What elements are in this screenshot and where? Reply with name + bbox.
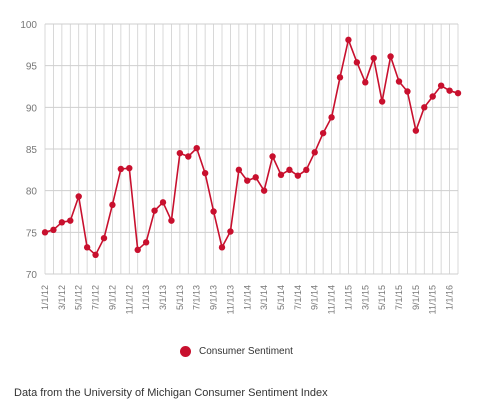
data-point xyxy=(404,88,411,95)
data-point xyxy=(218,244,226,251)
series-line xyxy=(44,38,459,256)
data-point xyxy=(260,187,268,194)
data-point xyxy=(446,87,453,94)
data-point xyxy=(50,226,57,234)
x-axis-ticks: 1/1/12 3/1/12 5/1/12 7/1/12 9/1/12 11/1/12 1/1… xyxy=(40,285,455,314)
data-point xyxy=(387,53,394,60)
data-point xyxy=(286,166,293,174)
legend: Consumer Sentiment xyxy=(180,346,293,357)
x-tick-label: 7/1/13 xyxy=(192,285,202,310)
x-tick-label: 3/1/14 xyxy=(259,285,269,310)
x-tick-label: 1/1/12 xyxy=(40,285,50,310)
line-chart: 70 75 80 85 90 95 100 1/1/12 3/1/12 5/1/12 7/1/12… xyxy=(20,20,462,314)
data-point xyxy=(41,229,49,236)
data-point xyxy=(83,244,91,251)
y-axis-ticks: 70 75 80 85 90 95 100 xyxy=(20,20,37,281)
x-tick-label: 5/1/14 xyxy=(276,285,286,310)
data-point xyxy=(353,59,361,66)
x-tick-label: 7/1/12 xyxy=(91,285,101,310)
data-point xyxy=(159,199,167,206)
data-point xyxy=(176,149,184,157)
data-point xyxy=(235,166,243,174)
data-point xyxy=(75,193,82,200)
data-point xyxy=(244,177,251,184)
x-tick-label: 1/1/13 xyxy=(141,285,151,310)
data-point xyxy=(92,251,99,259)
data-point xyxy=(193,144,200,152)
x-tick-label: 5/1/12 xyxy=(74,285,84,310)
y-tick-label: 70 xyxy=(26,270,38,281)
x-tick-label: 9/1/14 xyxy=(310,285,320,310)
y-tick-label: 85 xyxy=(26,145,38,156)
data-point xyxy=(58,219,66,226)
x-tick-label: 11/1/13 xyxy=(225,285,235,314)
y-tick-label: 100 xyxy=(20,20,37,31)
data-point xyxy=(252,174,259,181)
x-tick-label: 7/1/15 xyxy=(394,285,404,310)
x-tick-label: 11/1/14 xyxy=(327,285,337,314)
x-tick-label: 1/1/14 xyxy=(242,285,252,310)
data-point xyxy=(126,164,133,172)
gridlines xyxy=(44,23,459,275)
y-tick-label: 95 xyxy=(26,62,38,73)
y-tick-label: 75 xyxy=(26,228,38,239)
data-point xyxy=(421,104,428,111)
data-point xyxy=(109,201,116,209)
x-tick-label: 3/1/13 xyxy=(158,285,168,310)
data-point xyxy=(151,207,158,214)
series-consumer-sentiment xyxy=(41,36,462,259)
source-note: Data from the University of Michigan Con… xyxy=(14,387,328,399)
data-point xyxy=(294,172,302,179)
data-point xyxy=(362,79,369,86)
data-point xyxy=(227,228,234,235)
data-point xyxy=(328,114,335,121)
x-tick-label: 1/1/15 xyxy=(343,285,353,310)
data-point xyxy=(429,93,436,100)
data-point xyxy=(395,78,403,85)
data-point xyxy=(412,127,420,134)
x-tick-label: 9/1/15 xyxy=(411,285,421,310)
legend-marker xyxy=(180,346,191,357)
x-tick-label: 1/1/16 xyxy=(445,285,455,310)
data-point xyxy=(185,153,192,160)
data-point xyxy=(201,169,209,177)
data-point xyxy=(336,74,344,81)
x-tick-label: 5/1/15 xyxy=(377,285,387,310)
data-point xyxy=(311,149,318,156)
x-tick-label: 5/1/13 xyxy=(175,285,185,310)
data-point xyxy=(67,217,74,224)
x-tick-label: 3/1/15 xyxy=(360,285,370,310)
data-point xyxy=(210,208,217,215)
x-tick-label: 9/1/13 xyxy=(209,285,219,310)
data-point xyxy=(345,36,352,44)
data-point xyxy=(134,246,141,254)
legend-label: Consumer Sentiment xyxy=(199,346,293,357)
x-tick-label: 7/1/14 xyxy=(293,285,303,310)
data-point xyxy=(277,171,285,179)
data-point xyxy=(454,89,462,97)
x-tick-label: 11/1/12 xyxy=(124,285,134,314)
data-point xyxy=(100,234,108,242)
data-point xyxy=(378,98,386,105)
y-tick-label: 80 xyxy=(26,187,38,198)
data-point xyxy=(319,129,327,137)
data-point xyxy=(168,217,175,224)
x-tick-label: 3/1/12 xyxy=(57,285,67,310)
x-tick-label: 11/1/15 xyxy=(428,285,438,314)
data-point xyxy=(269,153,276,160)
y-tick-label: 90 xyxy=(26,103,38,114)
data-point xyxy=(117,165,125,173)
x-tick-label: 9/1/12 xyxy=(107,285,117,310)
data-point xyxy=(370,54,377,62)
data-point xyxy=(142,239,150,246)
data-point xyxy=(303,166,310,174)
data-point xyxy=(437,82,445,89)
